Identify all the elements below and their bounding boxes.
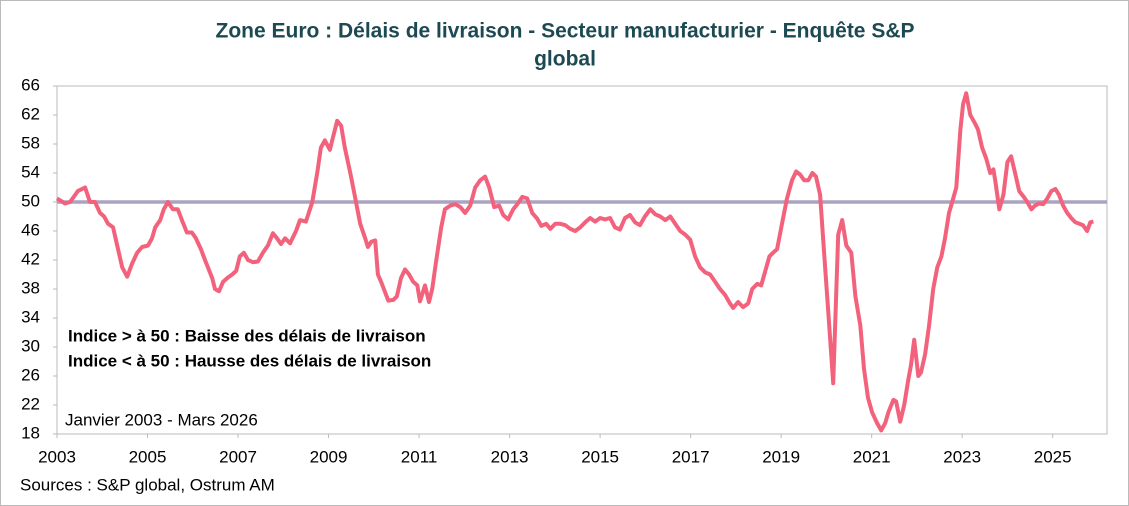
chart-title: Zone Euro : Délais de livraison - Secteu…: [216, 20, 915, 43]
annotation: Janvier 2003 - Mars 2026: [65, 410, 258, 429]
x-tick-label: 2013: [491, 447, 529, 466]
y-tick-label: 58: [21, 133, 40, 152]
y-tick-label: 22: [21, 394, 40, 413]
annotation: Indice > à 50 : Baisse des délais de liv…: [68, 326, 426, 345]
x-tick-label: 2021: [853, 447, 891, 466]
x-tick-label: 2017: [672, 447, 710, 466]
y-tick-label: 42: [21, 249, 40, 268]
series-line: [55, 91, 1094, 433]
y-tick-label: 62: [21, 104, 40, 123]
x-tick-label: 2009: [310, 447, 348, 466]
x-tick-label: 2019: [762, 447, 800, 466]
x-tick-label: 2003: [38, 447, 76, 466]
y-tick-label: 30: [21, 336, 40, 355]
y-tick-label: 54: [21, 162, 40, 181]
chart-title: global: [534, 48, 596, 71]
y-tick-label: 50: [21, 191, 40, 210]
x-tick-label: 2011: [401, 447, 438, 466]
y-tick-label: 26: [21, 365, 40, 384]
source: Sources : S&P global, Ostrum AM: [20, 475, 275, 494]
x-tick-label: 2023: [943, 447, 981, 466]
y-tick-label: 38: [21, 278, 40, 297]
x-tick-label: 2007: [219, 447, 257, 466]
y-tick-label: 34: [21, 307, 40, 326]
y-tick-label: 46: [21, 220, 40, 239]
annotation: Indice < à 50 : Hausse des délais de liv…: [68, 351, 431, 370]
y-tick-label: 18: [21, 423, 40, 442]
y-tick-label: 66: [21, 75, 40, 94]
x-tick-label: 2015: [581, 447, 619, 466]
x-tick-label: 2025: [1034, 447, 1072, 466]
x-tick-label: 2005: [129, 447, 167, 466]
